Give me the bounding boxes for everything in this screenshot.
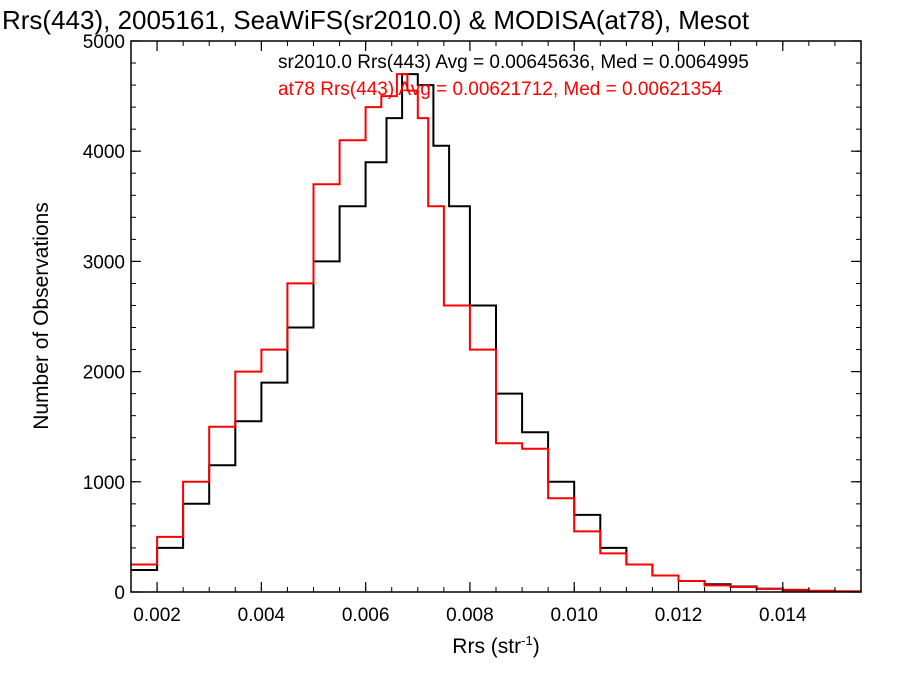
x-tick-label: 0.010 <box>550 605 598 626</box>
series-line-2 <box>131 73 861 592</box>
y-tick-label: 5000 <box>83 32 125 53</box>
x-tick-label: 0.012 <box>655 605 703 626</box>
chart-title: Rrs(443), 2005161, SeaWiFS(sr2010.0) & M… <box>2 5 750 35</box>
y-tick-label: 2000 <box>83 363 125 384</box>
y-tick-label: 0 <box>114 583 125 604</box>
x-axis-label: Rrs (str-1) <box>452 633 539 658</box>
x-tick-label: 0.006 <box>342 605 390 626</box>
y-tick-label: 3000 <box>83 252 125 273</box>
y-tick-label: 1000 <box>83 473 125 494</box>
legend-entry-series-1: sr2010.0 Rrs(443) Avg = 0.00645636, Med … <box>278 52 749 73</box>
x-tick-label: 0.004 <box>238 605 286 626</box>
y-tick-label: 4000 <box>83 142 125 163</box>
series-line-1 <box>131 73 861 592</box>
x-axis-label-superscript: -1 <box>521 633 533 648</box>
x-tick-label: 0.002 <box>133 605 181 626</box>
y-axis-label: Number of Observations <box>30 202 53 430</box>
legend-entry-series-2: at78 Rrs(443) Avg = 0.00621712, Med = 0.… <box>278 79 723 100</box>
x-tick-label: 0.014 <box>759 605 807 626</box>
x-tick-label: 0.008 <box>446 605 494 626</box>
